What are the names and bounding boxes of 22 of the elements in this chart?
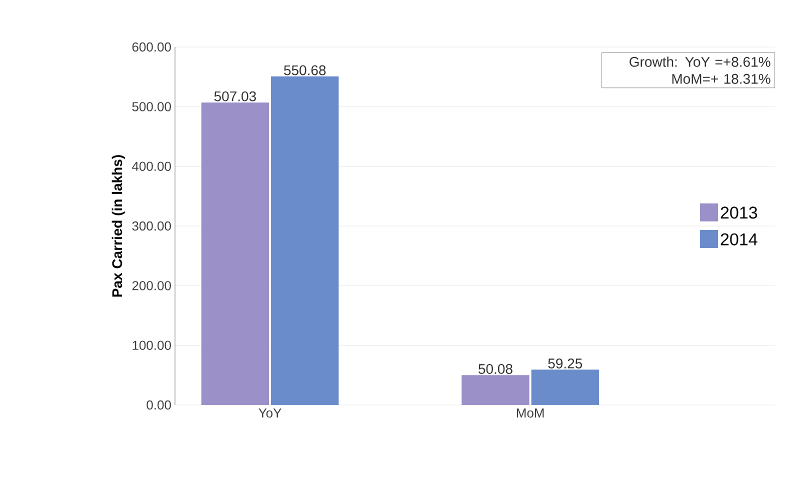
bar — [271, 76, 339, 405]
data-label: 550.68 — [284, 65, 326, 76]
annotation: Growth: YoY =+8.61% — [630, 56, 770, 67]
legend-label: 2014 — [720, 233, 758, 246]
x-tick-label: MoM — [516, 408, 544, 418]
x-tick-label: YoY — [258, 408, 282, 418]
y-tick-label: 0.00 — [146, 400, 171, 410]
bar — [462, 375, 530, 405]
data-label: 507.03 — [214, 91, 256, 102]
data-label: 59.25 — [548, 358, 582, 368]
legend-label: 2013 — [720, 206, 758, 219]
y-tick-label: 300.00 — [132, 221, 171, 231]
data-label: 50.08 — [478, 364, 512, 374]
y-tick-label: 500.00 — [132, 102, 171, 112]
bar — [201, 102, 270, 405]
y-tick-label: 100.00 — [132, 340, 171, 350]
bar — [531, 370, 599, 405]
y-tick-label: 600.00 — [132, 42, 171, 52]
y-tick-label: 200.00 — [132, 281, 171, 290]
y-axis-title: Pax Carried (in lakhs) — [112, 155, 125, 297]
y-tick-label: 400.00 — [132, 162, 171, 171]
annotation: MoM=+ 18.31% — [672, 74, 770, 84]
